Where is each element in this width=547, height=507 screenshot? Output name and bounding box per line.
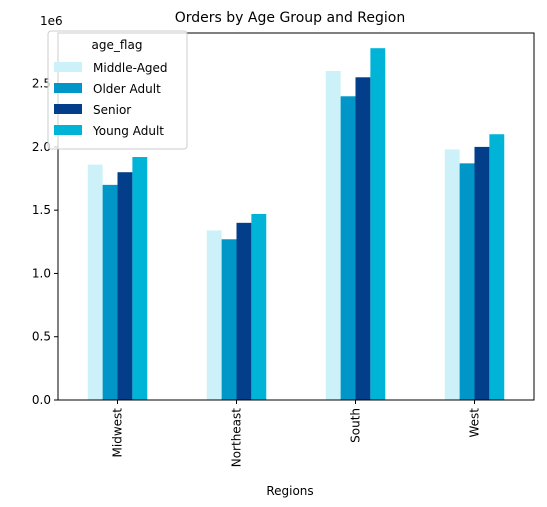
legend-swatch-older-adult <box>54 83 82 93</box>
bar-middle-aged-west <box>444 149 460 400</box>
bar-senior-northeast <box>236 222 252 400</box>
y-tick-label: 0.5 <box>32 330 51 344</box>
y-tick-label: 1.5 <box>32 203 51 217</box>
bar-older-adult-northeast <box>221 239 237 400</box>
legend-title: age_flag <box>92 38 143 52</box>
bar-young-adult-south <box>370 48 386 400</box>
bar-senior-midwest <box>117 172 133 400</box>
bar-older-adult-midwest <box>102 184 118 400</box>
bar-middle-aged-midwest <box>87 164 103 400</box>
y-tick-label: 1.0 <box>32 266 51 280</box>
x-tick-label-midwest: Midwest <box>111 408 125 458</box>
bar-middle-aged-northeast <box>206 230 222 400</box>
legend: age_flag Middle-Aged Older Adult Senior You… <box>47 30 188 150</box>
bar-older-adult-south <box>340 96 356 400</box>
legend-swatch-young-adult <box>54 125 82 135</box>
legend-swatch-middle-aged <box>54 62 82 72</box>
y-axis-offset-label: 1e6 <box>40 14 63 28</box>
y-tick-label: 2.5 <box>32 77 51 91</box>
x-tick-label-south: South <box>349 408 363 443</box>
bar-young-adult-west <box>489 134 505 401</box>
bar-young-adult-northeast <box>251 213 267 400</box>
y-axis: 0.0 0.5 1.0 1.5 2.0 2.5 <box>32 77 58 407</box>
bars-layer <box>87 48 505 401</box>
bar-middle-aged-south <box>325 70 341 400</box>
plot-frame <box>57 32 535 401</box>
chart-title: Orders by Age Group and Region <box>175 10 405 26</box>
x-axis-label: Regions <box>266 484 313 498</box>
x-tick-label-northeast: Northeast <box>230 408 244 468</box>
legend-label-senior: Senior <box>93 103 131 117</box>
bar-older-adult-west <box>459 163 475 400</box>
bar-young-adult-midwest <box>132 157 148 400</box>
y-tick-label: 0.0 <box>32 393 51 407</box>
legend-box <box>47 30 188 150</box>
x-axis: Midwest Northeast South West <box>111 400 482 467</box>
bar-senior-west <box>474 146 490 400</box>
legend-label-young-adult: Young Adult <box>92 124 164 138</box>
legend-label-older-adult: Older Adult <box>93 82 161 96</box>
bar-senior-south <box>355 77 371 400</box>
legend-label-middle-aged: Middle-Aged <box>93 61 168 75</box>
x-tick-label-west: West <box>468 408 482 438</box>
y-tick-label: 2.0 <box>32 140 51 154</box>
legend-swatch-senior <box>54 104 82 114</box>
